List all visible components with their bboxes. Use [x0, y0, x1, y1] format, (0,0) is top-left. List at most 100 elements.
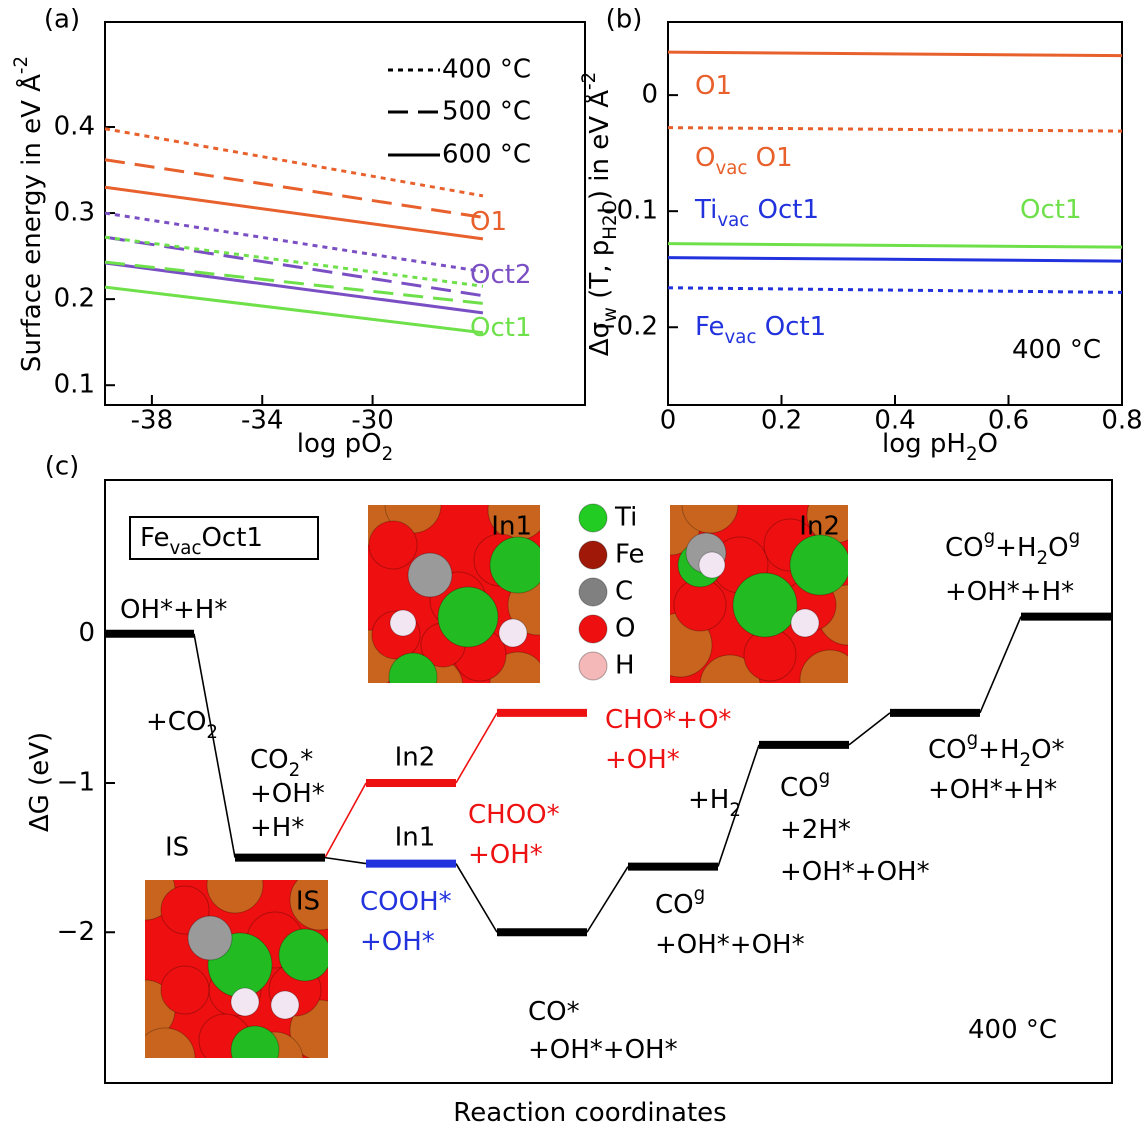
- text-part: Fe: [140, 523, 170, 553]
- x-tick-label: 0.6: [988, 406, 1029, 436]
- text-part: OH*+H*: [120, 595, 227, 625]
- level-label: +OH*+OH*: [780, 857, 930, 887]
- series-line: [104, 261, 484, 315]
- text-part: +H: [688, 785, 729, 815]
- text-part: g: [819, 767, 831, 788]
- y-tick-label: −1: [57, 767, 95, 797]
- text-part: O1: [747, 143, 792, 173]
- atom: [289, 880, 328, 931]
- y-axis-label: ΔG (eV): [25, 732, 55, 832]
- level-tag: In2: [395, 743, 436, 773]
- atom-legend-marker: [578, 503, 608, 533]
- y-tick-label: 0.1: [54, 370, 95, 400]
- text-part: -2: [579, 72, 600, 90]
- text-part: +OH*: [360, 927, 435, 957]
- panel-label: (a): [44, 5, 80, 35]
- text-part: 2: [382, 444, 394, 465]
- atom-legend-marker: [578, 614, 608, 644]
- level-label: COOH*: [360, 887, 452, 917]
- text-part: O1: [470, 207, 507, 237]
- text-part: Oct1: [1020, 195, 1082, 225]
- level-link: [717, 744, 760, 867]
- text-part: H2O: [600, 200, 621, 240]
- text-part: 2: [1020, 750, 1032, 771]
- text-part: O1: [695, 71, 732, 101]
- panel-label: (c): [45, 452, 80, 482]
- x-tick-label: 0.4: [874, 406, 915, 436]
- series-line: [104, 285, 484, 335]
- inset-label: In2: [799, 512, 840, 542]
- atom-legend-marker: [578, 577, 608, 607]
- atom-legend-label: Fe: [615, 540, 645, 570]
- inset-image: [670, 505, 848, 683]
- legend-label: 600 °C: [442, 140, 531, 170]
- level-link: [979, 616, 1022, 714]
- annotation: +CO2: [146, 707, 218, 743]
- text-part: Oct2: [470, 260, 532, 290]
- text-part: +2H*: [780, 815, 851, 845]
- level-label: +OH*: [250, 779, 325, 809]
- inset-label: In1: [491, 512, 532, 542]
- atom: [230, 987, 260, 1017]
- text-part: Surface energy in eV Å: [15, 74, 47, 372]
- text-part: Oct1: [470, 313, 532, 343]
- annotation: O1: [695, 71, 732, 101]
- text-part: COOH*: [360, 887, 452, 917]
- text-part: 2: [729, 800, 741, 821]
- series-line: [667, 286, 1123, 294]
- text-part: Oct1: [201, 523, 263, 553]
- x-tick-label: 0: [660, 406, 677, 436]
- text-part: CHO*+O*: [605, 705, 731, 735]
- y-axis-label: Δσw (T, pH2O) in eV Å-2: [579, 72, 621, 356]
- inset-label: IS: [296, 887, 320, 917]
- atom: [389, 609, 417, 637]
- level-label: +2H*: [780, 815, 851, 845]
- text-part: O: [978, 429, 998, 459]
- level-label: CO2*: [250, 745, 313, 781]
- atom: [732, 572, 798, 638]
- x-tick-label: -34: [241, 406, 283, 436]
- text-part: Oct1: [756, 312, 826, 342]
- text-part: g: [1069, 527, 1081, 548]
- level-label: +OH*+H*: [928, 775, 1057, 805]
- x-tick-label: -38: [131, 406, 173, 436]
- legend-label: 400 °C: [442, 55, 531, 85]
- series-line: [104, 211, 484, 274]
- level-label: +OH*+OH*: [655, 930, 805, 960]
- text-part: CHOO*: [468, 800, 560, 830]
- text-part: CO: [250, 745, 289, 775]
- y-tick-label: 0.2: [54, 284, 95, 314]
- annotation: 400 °C: [1012, 335, 1101, 365]
- atom: [145, 1027, 196, 1058]
- series-line: [667, 50, 1123, 58]
- text-part: vac: [717, 210, 749, 231]
- atom: [278, 928, 328, 982]
- plot-frame: [104, 479, 1113, 1084]
- level-label: CO*: [528, 997, 580, 1027]
- text-part: Oct1: [749, 195, 819, 225]
- level-tag: IS: [165, 833, 189, 863]
- atom-legend-marker: [578, 651, 608, 681]
- level-link: [586, 866, 629, 933]
- text-part: +H*: [250, 813, 304, 843]
- annotation: FevacOct1: [140, 523, 263, 559]
- annotation: Tivac Oct1: [694, 195, 819, 231]
- atom: [681, 505, 739, 534]
- level-link: [848, 712, 891, 746]
- text-part: +H: [978, 735, 1019, 765]
- text-part: Ti: [694, 195, 717, 225]
- text-part: O: [695, 143, 715, 173]
- annotation: +H2: [688, 785, 741, 821]
- y-tick-label: 0.3: [54, 198, 95, 228]
- text-part: g: [984, 527, 996, 548]
- text-part: log pH: [882, 429, 966, 459]
- inset-image: [368, 505, 540, 683]
- annotation: Oct1: [1020, 195, 1082, 225]
- level-tag: In1: [395, 823, 436, 853]
- level-label: +OH*: [468, 840, 543, 870]
- text-part: 400 °C: [968, 1015, 1057, 1045]
- text-part: w: [600, 307, 621, 322]
- atom: [489, 536, 540, 594]
- text-part: +OH*: [468, 840, 543, 870]
- series-line: [104, 127, 484, 198]
